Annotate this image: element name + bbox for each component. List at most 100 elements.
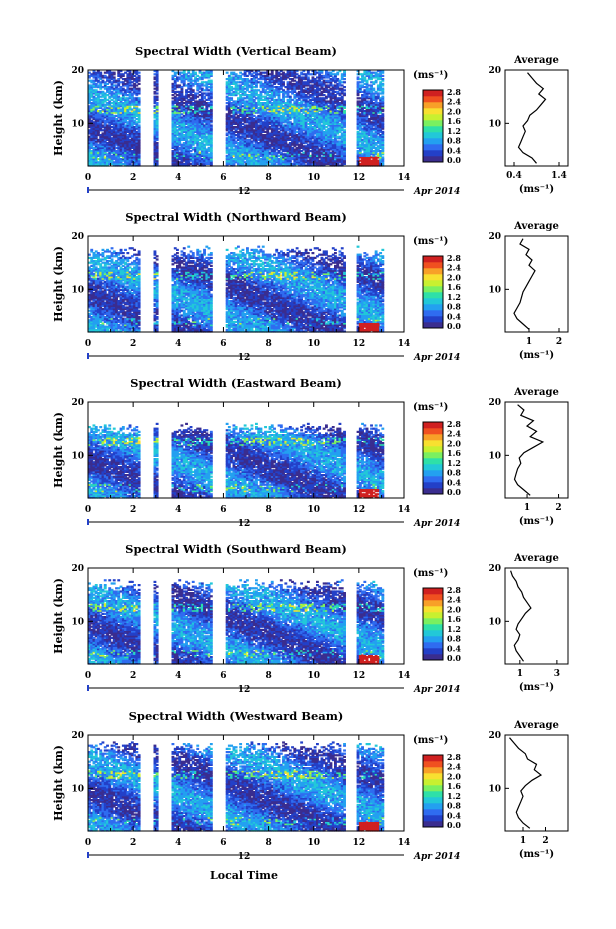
- heatmap-cell: [264, 118, 267, 121]
- heatmap-cell: [273, 159, 276, 162]
- heatmap-cell: [227, 78, 231, 81]
- heatmap-cell: [126, 148, 130, 151]
- heatmap-cell: [225, 126, 229, 129]
- heatmap-cell: [255, 140, 258, 143]
- heatmap-cell: [99, 95, 103, 98]
- heatmap-cell: [343, 100, 346, 103]
- heatmap-cell: [257, 134, 261, 137]
- heatmap-cell: [268, 122, 272, 125]
- heatmap-cell: [153, 145, 157, 148]
- heatmap-cell: [187, 135, 191, 138]
- heatmap-cell: [128, 142, 132, 145]
- heatmap-cell: [279, 78, 283, 81]
- heatmap-cell: [121, 116, 125, 119]
- heatmap-cell: [243, 121, 247, 124]
- heatmap-cell: [227, 132, 231, 135]
- heatmap-cell: [88, 142, 91, 145]
- heatmap-cell: [90, 89, 94, 92]
- heatmap-cell: [261, 151, 265, 154]
- heatmap-cell: [275, 70, 279, 73]
- heatmap-cell: [106, 124, 109, 127]
- heatmap-cell: [115, 119, 118, 122]
- heatmap-cell: [153, 161, 157, 164]
- heatmap-cell: [198, 145, 202, 148]
- heatmap-cell: [135, 105, 139, 108]
- heatmap-cell: [207, 111, 211, 114]
- heatmap-cell: [90, 145, 94, 148]
- heatmap-cell: [185, 142, 188, 145]
- heatmap-cell: [282, 138, 285, 141]
- heatmap-cell: [270, 121, 274, 124]
- heatmap-cell: [173, 134, 177, 137]
- heatmap-cell: [194, 113, 197, 116]
- heatmap-cell: [248, 134, 252, 137]
- heatmap-cell: [225, 162, 229, 165]
- heatmap-cell: [264, 81, 267, 84]
- heatmap-cell: [94, 110, 98, 113]
- heatmap-cell: [232, 110, 236, 113]
- heatmap-cell: [241, 94, 245, 97]
- heatmap-cell: [108, 150, 112, 153]
- heatmap-cell: [106, 119, 109, 122]
- heatmap-cell: [115, 102, 118, 105]
- heatmap-cell: [248, 98, 252, 101]
- heatmap-cell: [230, 121, 234, 124]
- heatmap-cell: [173, 148, 177, 151]
- heatmap-cell: [234, 105, 238, 108]
- heatmap-cell: [92, 90, 96, 93]
- heatmap-cell: [135, 161, 139, 164]
- heatmap-cell: [261, 84, 265, 87]
- heatmap-cell: [243, 82, 247, 85]
- heatmap-cell: [288, 98, 292, 101]
- heatmap-cell: [110, 143, 114, 146]
- heatmap-cell: [130, 103, 134, 106]
- heatmap-cell: [119, 97, 123, 100]
- heatmap-cell: [153, 84, 157, 87]
- heatmap-cell: [198, 90, 202, 93]
- heatmap-cell: [101, 154, 105, 157]
- heatmap-cell: [106, 98, 109, 101]
- heatmap-cell: [237, 162, 240, 165]
- heatmap-cell: [250, 92, 254, 95]
- heatmap-cell: [248, 97, 252, 100]
- heatmap-cell: [106, 146, 109, 149]
- heatmap-cell: [259, 116, 263, 119]
- heatmap-cell: [191, 153, 195, 156]
- heatmap-cell: [270, 140, 274, 143]
- heatmap-cell: [155, 143, 159, 146]
- heatmap-cell: [230, 153, 234, 156]
- heatmap-cell: [225, 150, 229, 153]
- heatmap-cell: [209, 87, 213, 90]
- heatmap-cell: [124, 100, 127, 103]
- heatmap-cell: [261, 103, 265, 106]
- heatmap-cell: [234, 127, 238, 130]
- heatmap-cell: [171, 90, 175, 93]
- heatmap-cell: [124, 97, 127, 100]
- heatmap-cell: [92, 122, 96, 125]
- heatmap-cell: [115, 103, 118, 106]
- heatmap-cell: [117, 102, 121, 105]
- heatmap-cell: [237, 134, 240, 137]
- heatmap-cell: [103, 129, 107, 132]
- heatmap-cell: [232, 103, 236, 106]
- heatmap-cell: [279, 127, 283, 130]
- heatmap-cell: [94, 106, 98, 109]
- heatmap-cell: [261, 116, 265, 119]
- heatmap-cell: [94, 97, 98, 100]
- heatmap-cell: [284, 132, 288, 135]
- heatmap-cell: [203, 74, 206, 77]
- heatmap-cell: [124, 153, 127, 156]
- heatmap-cell: [200, 150, 204, 153]
- heatmap-cell: [234, 94, 238, 97]
- heatmap-cell: [110, 84, 114, 87]
- heatmap-cell: [227, 129, 231, 132]
- heatmap-cell: [124, 103, 127, 106]
- heatmap-cell: [243, 156, 247, 159]
- heatmap-cell: [182, 156, 186, 159]
- heatmap-cell: [176, 100, 179, 103]
- heatmap-cell: [128, 114, 132, 117]
- heatmap-cell: [115, 135, 118, 138]
- heatmap-cell: [277, 113, 281, 116]
- heatmap-cell: [108, 153, 112, 156]
- heatmap-cell: [237, 122, 240, 125]
